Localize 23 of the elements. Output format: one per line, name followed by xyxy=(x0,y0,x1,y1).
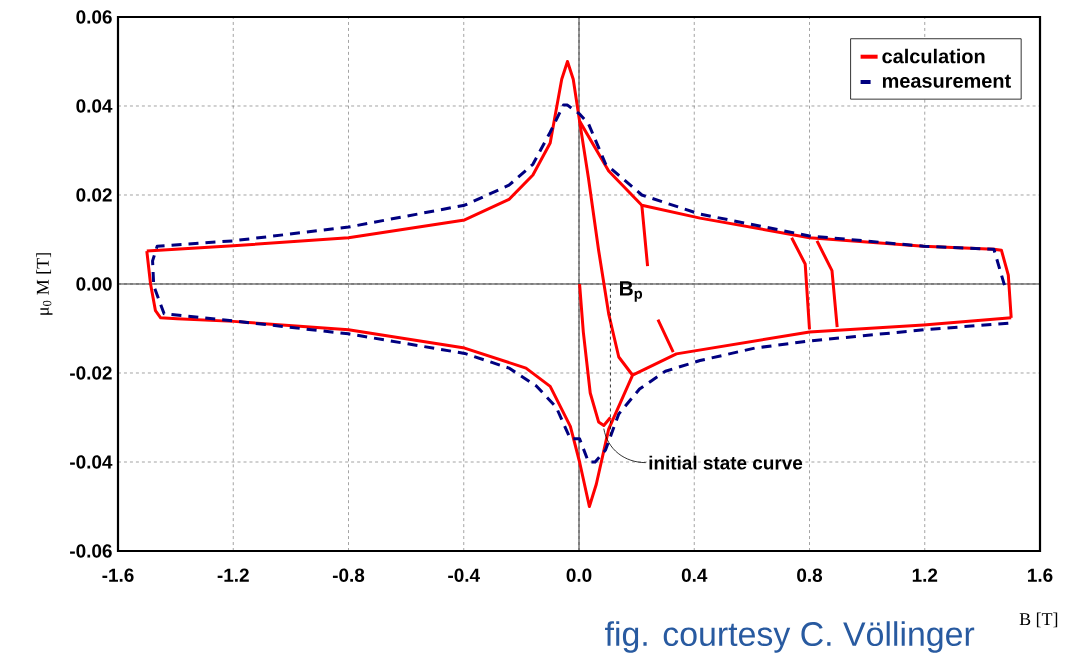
y-tick-label: -0.04 xyxy=(70,455,113,469)
x-tick-label: -0.4 xyxy=(448,568,480,582)
y-tick-label: 0.00 xyxy=(76,277,112,291)
y-tick-label: -0.02 xyxy=(70,366,112,380)
y-tick-label: -0.06 xyxy=(70,544,112,558)
legend-label: measurement xyxy=(882,74,1011,88)
x-axis-title: B [T] xyxy=(1019,612,1058,628)
legend-label: calculation xyxy=(882,48,985,64)
x-tick-label: 0.0 xyxy=(566,568,592,582)
x-tick-label: -1.6 xyxy=(102,568,134,582)
y-tick-label: 0.02 xyxy=(76,188,112,202)
annotation: initial state curve xyxy=(649,455,803,470)
x-tick-label: 0.4 xyxy=(681,568,708,582)
y-axis-title: μ$_{0}$ M [T] xyxy=(36,253,53,315)
x-tick-label: -0.8 xyxy=(332,568,365,582)
x-tick-label: 1.2 xyxy=(912,568,938,582)
x-tick-label: 1.6 xyxy=(1028,568,1053,582)
text: fig. courtesy C. Völlinger xyxy=(605,621,975,653)
y-tick-label: 0.04 xyxy=(76,99,113,113)
y-tick-label: 0.06 xyxy=(76,10,112,24)
x-tick-label: 0.8 xyxy=(797,568,823,582)
annotation: B$_{p}$ xyxy=(620,281,643,302)
x-tick-label: -1.2 xyxy=(217,568,249,582)
